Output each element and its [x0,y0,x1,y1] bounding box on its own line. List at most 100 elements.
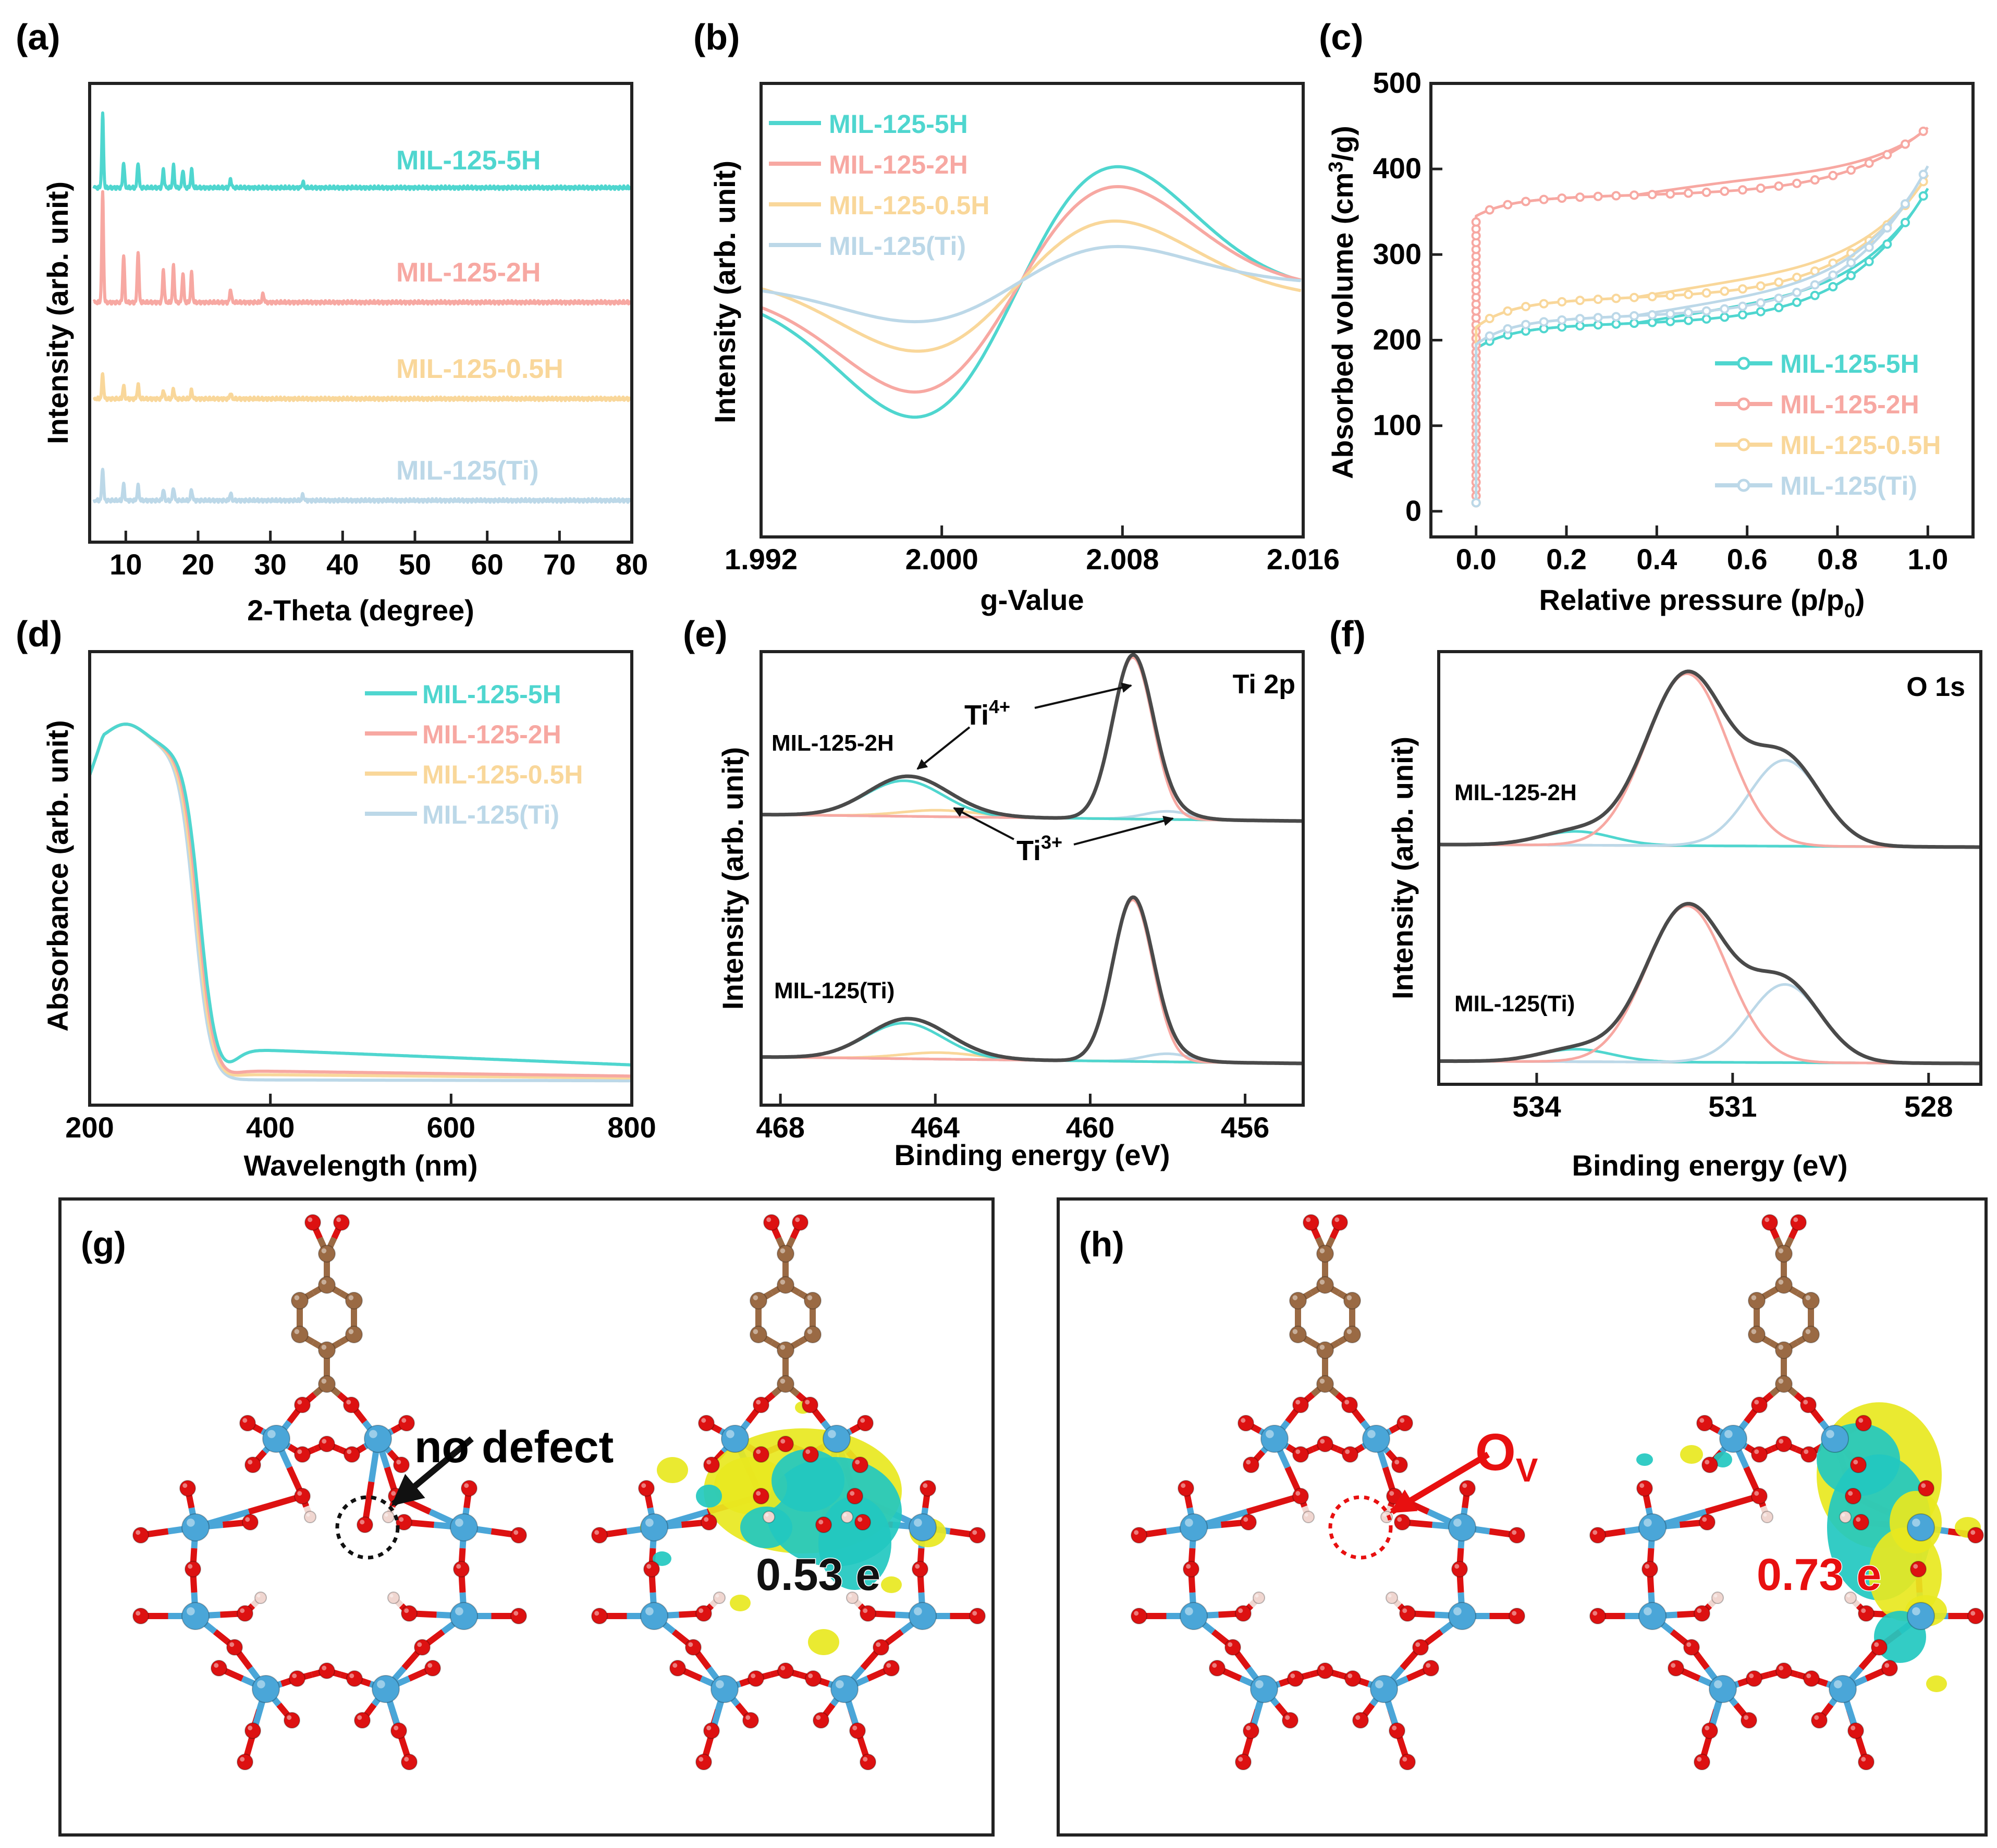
chart-c-ytick-label-3: 300 [1373,237,1422,270]
g-mol2-atom-shine-34 [646,1564,652,1569]
chart-c-point-0-92 [1882,239,1892,249]
g-mol2-atom-o-33 [854,1514,871,1531]
h-mol1-atom-h-42 [1386,1592,1398,1604]
g-mol1-atom-shine-48 [214,1663,219,1668]
chart-d-xlabel: Wavelength (nm) [243,1149,477,1182]
g-mol1-atom-shine-43 [389,1594,394,1598]
chart-c-point-3-4 [1485,331,1494,341]
g-mol2-atom-o-1 [792,1214,808,1231]
h-mol2-atom-shine-46 [1834,1680,1842,1688]
chart-c-ylabel-main: Absorbed volume (cm [1326,173,1359,479]
g-mol2-atom-shine-28 [594,1530,599,1535]
g-mol1-atom-shine-44 [229,1642,235,1647]
chart-c-point-0-28 [1593,320,1603,330]
chart-d-ylabel: Absorbance (arb. unit) [41,720,74,1031]
g-mol2-atom-c-6 [750,1326,767,1343]
h-mol1-atom-h-23 [1302,1511,1315,1523]
h-mol1-atom-o-30 [1459,1480,1476,1497]
chart-e: 468 464 460 456 Binding energy (eV) Intensi… [716,650,1305,1171]
chart-c-point-1-48 [1684,188,1693,198]
g-mol2-atom-h-23 [763,1511,775,1523]
h-mol1-atom-c-7 [1343,1326,1361,1343]
g-mol2-density-lobe-13 [653,1551,671,1566]
chart-c-xtick-label-5: 1.0 [1907,543,1948,576]
g-mol2-atom-shine-53 [808,1673,813,1679]
chart-c-point-3-84 [1846,258,1856,268]
h-mol2-atom-shine-3 [1778,1279,1784,1285]
g-mol2-atom-t-37 [909,1602,937,1630]
chart-c-point-1-80 [1828,170,1838,180]
chart-c-point-3-16 [1539,317,1549,327]
chart-c-point-1-4 [1485,205,1494,215]
h-mol1-atom-o-14 [1238,1415,1254,1431]
h-mol1-atom-shine-18 [1295,1449,1301,1454]
g-mol1-atom-h-23 [304,1511,316,1523]
chart-c-ytick-label-1: 100 [1373,409,1422,442]
h-mol2-atom-o-53 [1775,1662,1792,1679]
g-mol1-atom-shine-16 [248,1460,253,1465]
chart-c-point-3-28 [1593,313,1603,323]
g-mol2-atom-shine-44 [688,1642,693,1647]
h-mol2-atom-shine-11 [1803,1400,1808,1405]
chart-e-ylabel: Intensity (arb. unit) [716,747,749,1010]
g-mol2-charge-density [640,1401,946,1655]
chart-a-xtick-label-6: 70 [543,548,575,581]
g-mol2-atom-o-48 [669,1660,686,1676]
g-mol2-atom-shine-29 [972,1530,977,1535]
g-mol2-atom-o-45 [873,1639,889,1656]
g-mol2-atom-shine-0 [766,1217,771,1222]
chart-c-lowp-338 [1471,217,1481,227]
g-mol1-atom-shine-40 [240,1608,245,1613]
chart-e-xtick-label-0: 468 [756,1111,804,1144]
h-mol1-atom-shine-27 [1134,1530,1139,1535]
chart-c-point-3-96 [1901,199,1910,209]
chart-e-2h-envelope [761,653,1302,823]
g-mol2-atom-shine-11 [805,1400,810,1405]
h-mol2-atom-shine-56 [1697,1757,1702,1762]
chart-c-point-1-84 [1846,165,1856,175]
chart-c-point-1-96 [1901,139,1910,149]
g-mol1-atom-o-44 [226,1639,243,1656]
chart-c-plot [1471,126,1929,508]
charge-h: 0.73 e [1757,1550,1881,1600]
g-mol1-atom-o-54 [318,1662,335,1679]
g-mol2-atom-shine-25 [818,1520,824,1525]
g-mol1-atom-shine-28 [136,1530,141,1535]
h-mol1-atom-shine-42 [1388,1594,1392,1598]
chart-a-xtick-label-1: 20 [182,548,214,581]
chart-c-point-2-12 [1521,302,1530,312]
chart-e-region: Ti 2p [1233,669,1295,700]
chart-c-ytick-label-5: 500 [1373,66,1422,99]
h-mol2-atom-shine-35 [1644,1607,1652,1616]
chart-c-point-2-32 [1611,293,1621,303]
g-mol2-atom-o-54 [777,1662,794,1679]
h-mol2-atom-shine-8 [1778,1344,1784,1350]
h-mol1-atom-shine-47 [1212,1663,1217,1668]
g-mol2-atom-shine-48 [672,1663,678,1668]
panel-g: (g) no defect 0.53 e [58,1197,995,1837]
h-mol2-atom-shine-24 [1841,1513,1845,1517]
g-mol2-density-lobe-7 [696,1485,722,1508]
g-mol2-atom-shine-41 [863,1608,868,1613]
g-mol2-atom-o-19 [802,1446,819,1463]
panel-label-a: (a) [16,17,60,57]
g-mol1-atom-o-19 [344,1446,360,1463]
chart-f-plot [1438,669,1980,1066]
h-mol1-atom-shine-49 [1246,1725,1251,1731]
chart-b-xtick-label-3: 2.016 [1267,543,1340,576]
h-mol1-atom-o-54 [1282,1712,1298,1729]
chart-a-xtick-label-7: 80 [616,548,648,581]
chart-c-point-3-56 [1720,304,1730,314]
h-mol1-atom-shine-22 [1389,1491,1394,1496]
g-mol2-atom-o-57 [695,1754,712,1770]
g-mol2-atom-c-4 [750,1292,767,1309]
h-mol2-atom-c-3 [1775,1276,1793,1294]
chart-a-label-2h: MIL-125-2H [396,258,541,288]
g-mol1-atom-o-50 [244,1722,261,1739]
h-mol2-atom-shine-40 [1861,1608,1866,1613]
h-mol2-atom-shine-48 [1884,1663,1890,1668]
g-mol1-atom-shine-13 [369,1430,377,1438]
chart-f: 534 531 528 Binding energy (eV) Intensity … [1386,650,1982,1182]
chart-c-point-0-52 [1701,314,1711,324]
chart-f-ylabel: Intensity (arb. unit) [1386,737,1419,999]
